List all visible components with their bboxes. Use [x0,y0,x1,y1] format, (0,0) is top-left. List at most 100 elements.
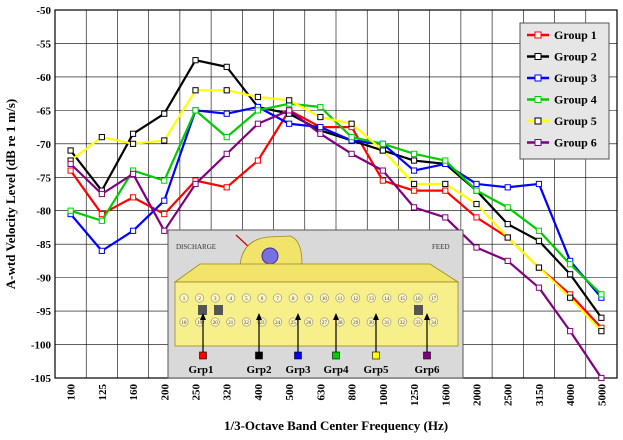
sensor-number: 11 [338,297,343,302]
data-point [254,157,262,164]
sensor-circle [210,317,220,327]
sensor-number: 15 [400,297,406,302]
data-point [598,314,605,321]
data-point [379,167,386,174]
x-tick-label: 2000 [472,384,484,407]
sensor-number: 9 [308,297,311,302]
x-tick-label: 800 [347,384,359,401]
group-color-square [423,351,431,360]
data-point [317,123,324,131]
data-point [254,107,262,114]
data-point [473,187,480,194]
y-tick-label: -65 [36,105,51,117]
data-point [67,147,74,154]
data-point [535,227,543,234]
sensor-number: 4 [230,297,233,302]
series-layer [67,57,605,382]
group-arrowhead [373,313,379,320]
sensor-circle [413,317,423,327]
x-tick-label: 160 [128,384,140,401]
data-point [442,180,449,188]
data-point [567,271,574,278]
data-point [379,177,386,184]
group-arrowhead [200,313,206,320]
legend-label: Group 4 [554,93,597,107]
legend-swatch-marker [534,139,542,146]
sensor-circle [397,317,407,327]
grp1-sensor-block [198,305,207,315]
data-point [161,197,168,204]
sensor-circle [351,317,361,327]
legend-swatch-marker [534,74,542,82]
data-point [161,227,168,234]
data-point [473,200,480,208]
data-point [129,130,137,137]
data-point [317,103,324,111]
data-point [161,177,168,184]
pump-inlet-circle [261,247,279,265]
data-point [504,184,511,191]
series-line-2 [69,59,603,319]
sensor-number: 19 [197,321,203,326]
x-tick-label: 5000 [596,384,608,407]
legend-swatch-marker [534,96,542,103]
group-color-square [255,351,263,360]
x-tick-label: 200 [159,384,171,401]
sensor-number: 12 [353,297,359,302]
group-color-square [332,351,340,360]
data-point [410,180,418,188]
sensor-circle [319,317,329,327]
y-tick-label: -105 [31,373,52,385]
sensor-number: 27 [322,321,328,326]
x-tick-label: 100 [66,384,78,401]
data-point [442,187,449,194]
data-point [504,204,511,211]
group-color-square [372,351,380,360]
group-arrowhead [424,313,430,320]
data-point [254,93,262,101]
data-point [67,167,74,174]
data-point [410,167,418,174]
legend: Group 1 Group 2 Group 3 Group 4 Group 5 Group… [519,22,610,160]
sensor-circle [226,293,236,303]
sensor-number: 17 [431,297,437,302]
data-point [98,190,105,198]
legend-label: Group 3 [554,71,597,85]
data-point [567,294,574,301]
x-tick-label: 2500 [503,384,515,407]
sensor-circle [273,317,283,327]
machine-top-shape [173,263,460,283]
data-point [98,247,105,254]
y-tick-label: -85 [36,239,51,251]
series-line-6 [69,109,603,379]
data-point [129,140,137,147]
grp6-sensor-block [414,305,423,315]
data-point [442,157,449,164]
y-tick-label: -90 [36,273,51,285]
sensor-number: 28 [338,321,344,326]
data-point [192,57,199,64]
sensor-number: 1 [183,297,186,302]
data-point [567,261,574,268]
sensor-number: 3 [214,297,217,302]
sensor-circle [179,293,189,303]
group-label: Grp3 [285,364,311,376]
x-tick-label: 630 [315,384,327,401]
sensor-number: 22 [244,321,250,326]
inset-diagram: DISCHARGE FEED 1 2 3 4 5 6 7 8 9 10 11 12 13 14 15 16 17… [167,229,464,379]
data-point [410,204,418,211]
legend-swatch-marker [534,117,542,125]
data-point [67,207,74,214]
sensor-circle [273,293,283,303]
sensor-number: 34 [431,321,437,326]
data-point [223,150,230,157]
data-point [348,134,355,141]
legend-box [519,22,610,160]
series-line-3 [69,105,603,299]
data-point [192,87,199,94]
data-point [504,257,511,265]
sensor-circle [304,317,314,327]
data-point [98,134,105,141]
data-point [223,87,230,94]
x-tick-label: 250 [191,384,203,401]
